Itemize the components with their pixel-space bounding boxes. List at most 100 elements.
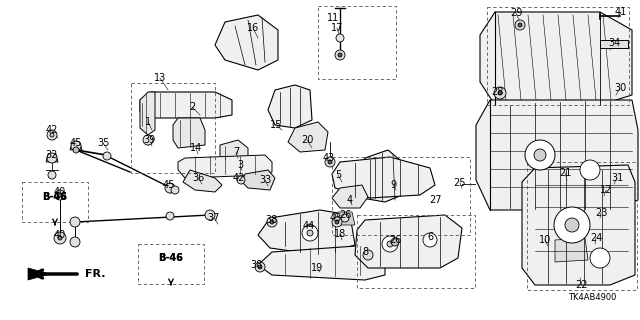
Circle shape <box>534 149 546 161</box>
Text: 20: 20 <box>301 135 313 145</box>
Circle shape <box>590 248 610 268</box>
Text: 35: 35 <box>97 138 109 148</box>
Text: 29: 29 <box>510 8 522 18</box>
Bar <box>22 182 88 222</box>
Polygon shape <box>140 92 155 135</box>
Text: 16: 16 <box>247 23 259 33</box>
Circle shape <box>270 220 274 224</box>
Circle shape <box>302 225 318 241</box>
Circle shape <box>325 157 335 167</box>
Polygon shape <box>352 150 402 202</box>
Circle shape <box>70 237 80 247</box>
Bar <box>332 157 470 235</box>
Circle shape <box>363 250 373 260</box>
Circle shape <box>515 20 525 30</box>
Circle shape <box>171 186 179 194</box>
Polygon shape <box>335 212 355 225</box>
Polygon shape <box>258 245 385 280</box>
Circle shape <box>332 217 342 227</box>
Text: 40: 40 <box>54 187 66 197</box>
Text: 4: 4 <box>347 195 353 205</box>
Circle shape <box>498 91 502 95</box>
Circle shape <box>554 207 590 243</box>
Text: 28: 28 <box>491 87 503 97</box>
Text: 3: 3 <box>237 160 243 170</box>
Circle shape <box>518 23 522 27</box>
Polygon shape <box>480 12 632 105</box>
Circle shape <box>341 214 349 222</box>
Text: 41: 41 <box>615 7 627 17</box>
Text: 44: 44 <box>303 221 315 231</box>
Circle shape <box>338 53 342 57</box>
Text: 10: 10 <box>539 235 551 245</box>
Text: 1: 1 <box>145 117 151 127</box>
Text: FR.: FR. <box>85 269 106 279</box>
Bar <box>357 215 475 288</box>
Circle shape <box>307 230 313 236</box>
Circle shape <box>335 220 339 224</box>
Circle shape <box>336 34 344 42</box>
Polygon shape <box>268 85 312 128</box>
Text: 11: 11 <box>327 13 339 23</box>
Text: 25: 25 <box>454 178 467 188</box>
Text: 27: 27 <box>429 195 441 205</box>
Text: 12: 12 <box>600 185 612 195</box>
Text: 7: 7 <box>233 147 239 157</box>
Polygon shape <box>140 92 232 118</box>
Text: 40: 40 <box>54 230 66 240</box>
Text: 30: 30 <box>614 83 626 93</box>
Text: 36: 36 <box>192 173 204 183</box>
Bar <box>487 7 629 105</box>
Polygon shape <box>173 118 205 148</box>
Text: 26: 26 <box>339 210 351 220</box>
Text: 37: 37 <box>208 213 220 223</box>
Circle shape <box>166 212 174 220</box>
Circle shape <box>565 218 579 232</box>
Text: 17: 17 <box>331 23 343 33</box>
Text: 8: 8 <box>362 247 368 257</box>
Text: 18: 18 <box>334 229 346 239</box>
Polygon shape <box>220 140 248 165</box>
Text: 21: 21 <box>559 168 571 178</box>
Bar <box>138 244 204 284</box>
Circle shape <box>306 224 314 232</box>
Text: B-46: B-46 <box>43 192 67 202</box>
Bar <box>527 162 637 290</box>
Circle shape <box>391 238 399 246</box>
Text: 34: 34 <box>608 38 620 48</box>
Circle shape <box>58 193 62 197</box>
Circle shape <box>55 190 65 200</box>
Text: 14: 14 <box>190 143 202 153</box>
Text: 42: 42 <box>233 173 245 183</box>
Text: 23: 23 <box>595 208 607 218</box>
Circle shape <box>50 133 54 137</box>
Circle shape <box>255 262 265 272</box>
Circle shape <box>494 87 506 99</box>
Circle shape <box>258 265 262 269</box>
Text: 38: 38 <box>250 260 262 270</box>
Circle shape <box>71 141 81 151</box>
Circle shape <box>58 236 62 240</box>
Text: B-46: B-46 <box>159 253 184 263</box>
Circle shape <box>237 176 245 184</box>
Circle shape <box>205 210 215 220</box>
Text: 19: 19 <box>311 263 323 273</box>
Text: 13: 13 <box>154 73 166 83</box>
Text: 24: 24 <box>590 233 602 243</box>
Circle shape <box>580 160 600 180</box>
Bar <box>131 83 215 173</box>
Polygon shape <box>183 170 222 192</box>
Circle shape <box>387 241 393 247</box>
Circle shape <box>143 135 153 145</box>
Text: 32: 32 <box>46 150 58 160</box>
Text: 42: 42 <box>46 125 58 135</box>
Polygon shape <box>215 15 278 70</box>
Text: 45: 45 <box>163 180 175 190</box>
Circle shape <box>103 152 111 160</box>
Polygon shape <box>332 185 368 208</box>
Text: 38: 38 <box>265 215 277 225</box>
Text: 5: 5 <box>335 170 341 180</box>
Text: 43: 43 <box>323 153 335 163</box>
Polygon shape <box>555 238 588 262</box>
Text: 26: 26 <box>389 235 401 245</box>
